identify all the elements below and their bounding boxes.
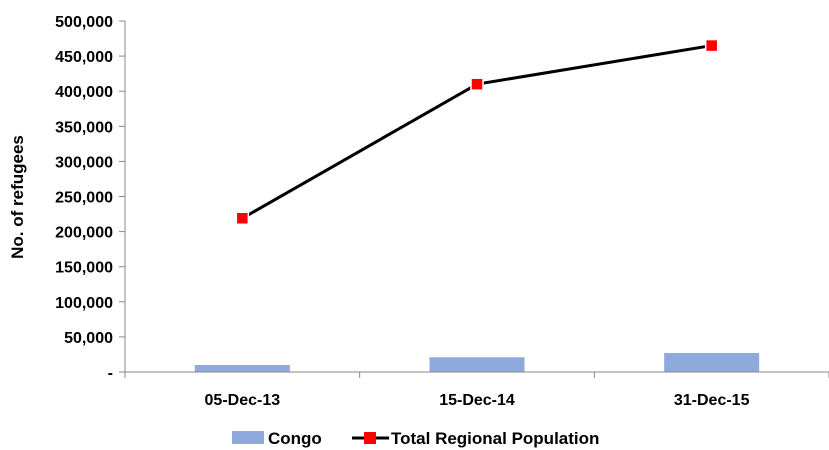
legend-swatch-congo xyxy=(232,431,264,444)
legend: Congo Total Regional Population xyxy=(232,429,599,448)
y-axis-label: No. of refugees xyxy=(8,135,27,259)
y-tick-label: 200,000 xyxy=(55,225,113,242)
y-tick-label: 400,000 xyxy=(55,84,113,101)
y-tick-label: 450,000 xyxy=(55,49,113,66)
bar-congo xyxy=(429,357,525,372)
legend-label-total-regional-population: Total Regional Population xyxy=(391,429,599,448)
bar-congo xyxy=(194,364,290,372)
y-axis-label-group: No. of refugees xyxy=(8,135,27,259)
point-total-regional-population xyxy=(704,38,719,53)
y-tick-label: 500,000 xyxy=(55,14,113,31)
point-total-regional-population xyxy=(235,211,250,226)
y-tick-label: - xyxy=(108,365,113,382)
y-tick-label: 50,000 xyxy=(64,330,113,347)
x-tick-label: 05-Dec-13 xyxy=(205,392,281,409)
y-tick-label: 350,000 xyxy=(55,119,113,136)
point-total-regional-population xyxy=(470,77,484,91)
line-series-total-regional-population xyxy=(235,38,719,226)
y-tick-label: 300,000 xyxy=(55,154,113,171)
x-tick-label: 15-Dec-14 xyxy=(439,392,515,409)
legend-label-congo: Congo xyxy=(268,429,322,448)
bar-series-congo xyxy=(194,353,760,372)
bar-congo xyxy=(664,353,760,372)
y-tick-label: 250,000 xyxy=(55,190,113,207)
y-tick-label: 150,000 xyxy=(55,260,113,277)
y-tick-label: 100,000 xyxy=(55,295,113,312)
axes xyxy=(124,21,829,373)
x-tick-label: 31-Dec-15 xyxy=(674,392,750,409)
x-axis-ticks: 05-Dec-13 15-Dec-14 31-Dec-15 xyxy=(124,372,829,409)
legend-swatch-marker xyxy=(364,432,376,444)
y-axis-ticks: - 50,000 100,000 150,000 200,000 250,000 300,0… xyxy=(55,14,125,382)
line-total-regional-population xyxy=(241,44,712,220)
